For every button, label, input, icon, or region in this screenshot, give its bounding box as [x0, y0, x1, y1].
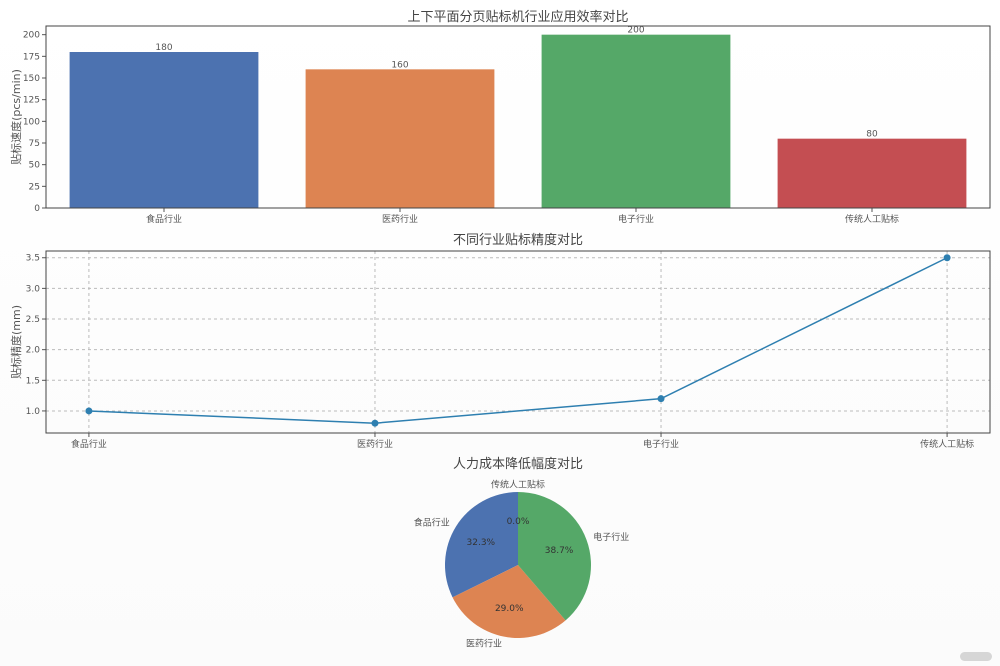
y-tick-label: 125 [23, 96, 40, 106]
bar-2 [541, 34, 731, 208]
y-tick-label: 175 [23, 52, 40, 62]
y-axis-label: 贴标精度(mm) [9, 305, 23, 379]
series-line [88, 257, 948, 424]
pie-slice-0 [445, 492, 518, 598]
data-point-2 [657, 395, 665, 403]
bar-0 [69, 52, 259, 208]
x-tick-label: 食品行业 [71, 438, 107, 450]
y-tick-label: 3.0 [26, 284, 41, 294]
x-tick-label: 电子行业 [643, 438, 679, 450]
y-tick-label: 25 [29, 182, 40, 192]
pie-pct-label: 32.3% [467, 538, 496, 548]
y-tick-label: 1.0 [26, 407, 41, 417]
x-tick-label: 医药行业 [382, 213, 418, 225]
y-tick-label: 1.5 [26, 376, 40, 386]
data-point-3 [943, 254, 951, 262]
y-tick-label: 100 [23, 117, 40, 127]
y-tick-label: 150 [23, 74, 40, 84]
pie-slice-1 [452, 565, 566, 638]
plot-frame [45, 25, 991, 209]
pie-category-label: 电子行业 [593, 531, 629, 543]
data-point-0 [85, 407, 93, 415]
chart-title: 不同行业贴标精度对比 [453, 232, 583, 248]
x-tick-label: 医药行业 [357, 438, 393, 450]
data-label: 160 [391, 60, 408, 70]
pie-category-label: 传统人工贴标 [491, 479, 545, 491]
y-tick-label: 200 [23, 31, 40, 41]
data-label: 200 [627, 26, 644, 36]
x-tick-label: 传统人工贴标 [845, 213, 899, 225]
y-axis-label: 贴标速度(pcs/min) [9, 69, 23, 165]
pie-slice-2 [518, 492, 592, 621]
pie-pct-label: 38.7% [545, 546, 574, 556]
y-tick-label: 0 [34, 204, 40, 214]
y-tick-label: 2.5 [26, 315, 40, 325]
watermark-badge [960, 652, 992, 661]
y-tick-label: 3.5 [26, 254, 40, 264]
y-tick-label: 50 [29, 161, 41, 171]
y-tick-label: 2.0 [26, 346, 41, 356]
pie-pct-label: 29.0% [495, 604, 524, 614]
pie-category-label: 医药行业 [466, 638, 502, 650]
y-tick-label: 75 [29, 139, 40, 149]
data-label: 80 [866, 130, 878, 140]
bar-1 [305, 69, 495, 208]
pie-category-label: 食品行业 [414, 517, 450, 529]
data-point-1 [371, 419, 379, 427]
x-tick-label: 传统人工贴标 [920, 438, 974, 450]
data-label: 180 [155, 43, 172, 53]
plot-frame [45, 250, 991, 434]
pie-pct-label: 0.0% [507, 517, 530, 527]
x-tick-label: 电子行业 [618, 213, 654, 225]
bar-3 [777, 138, 967, 208]
x-tick-label: 食品行业 [146, 213, 182, 225]
chart-title: 上下平面分页贴标机行业应用效率对比 [407, 9, 628, 25]
chart-title: 人力成本降低幅度对比 [453, 456, 583, 472]
